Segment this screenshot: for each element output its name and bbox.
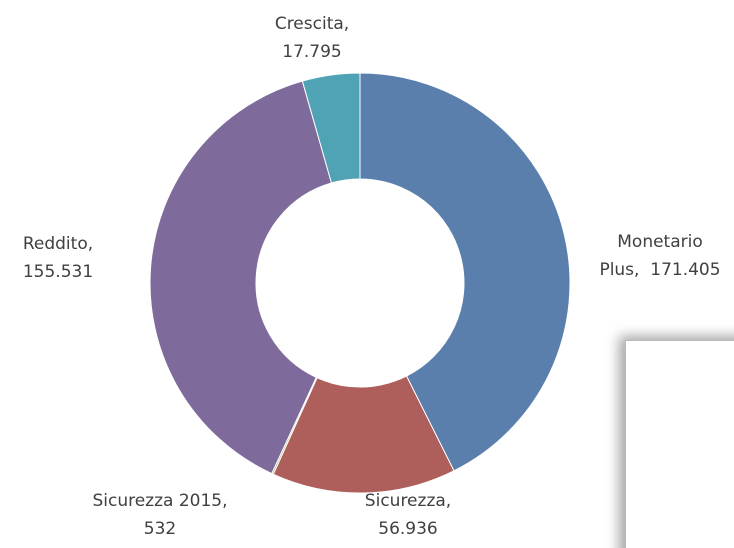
donut-slice [149, 80, 333, 475]
data-label: Sicurezza, 56.936 [364, 491, 452, 539]
data-label: Crescita, 17.795 [274, 14, 350, 62]
donut-slice [272, 375, 455, 494]
donut-slice [301, 72, 361, 184]
data-label: Monetario Plus, 171.405 [599, 232, 721, 280]
data-label: Reddito, 155.531 [22, 234, 94, 282]
overlay-window [625, 340, 734, 548]
donut-slice [359, 72, 571, 472]
data-label: Sicurezza 2015, 532 [92, 491, 228, 539]
